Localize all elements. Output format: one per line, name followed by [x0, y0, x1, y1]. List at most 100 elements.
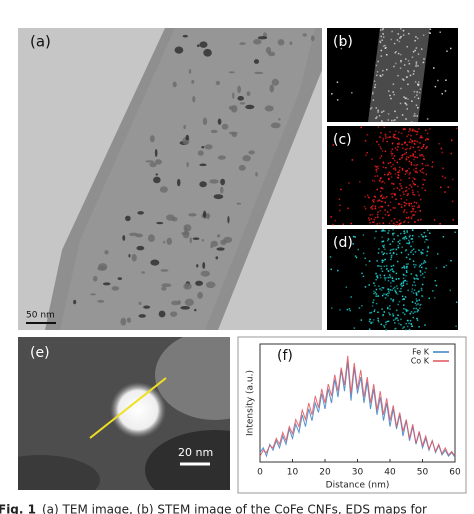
map-dot — [376, 116, 378, 118]
map-dot — [408, 235, 411, 238]
map-dot — [410, 217, 413, 220]
map-dot — [414, 221, 416, 223]
map-dot — [412, 146, 415, 149]
map-dot — [421, 295, 424, 298]
map-dot — [401, 155, 403, 157]
map-dot — [377, 143, 380, 146]
map-dot — [383, 324, 385, 327]
map-dot — [445, 264, 448, 267]
map-dot — [388, 292, 391, 294]
map-dot — [395, 50, 397, 53]
map-dot — [404, 97, 407, 100]
particle — [135, 233, 143, 238]
map-dot — [409, 172, 411, 174]
map-dot — [400, 203, 403, 206]
map-dot — [420, 303, 422, 306]
map-dot — [375, 166, 378, 168]
map-dot — [390, 256, 393, 259]
map-dot — [399, 37, 401, 39]
map-dot — [348, 182, 350, 184]
map-dot — [382, 69, 384, 72]
map-dot — [373, 282, 375, 284]
map-dot — [404, 58, 407, 60]
map-dot — [393, 133, 395, 135]
map-dot — [361, 272, 363, 275]
map-dot — [410, 186, 413, 188]
particle — [180, 305, 191, 310]
map-dot — [383, 265, 386, 268]
map-dot — [412, 182, 415, 185]
map-dot — [408, 241, 411, 244]
map-dot — [399, 239, 401, 242]
map-dot — [363, 205, 366, 208]
map-dot — [455, 325, 457, 328]
map-dot — [389, 209, 392, 211]
map-dot — [388, 178, 390, 180]
map-dot — [421, 273, 424, 275]
map-dot — [371, 305, 374, 307]
particle — [239, 42, 246, 46]
map-dot — [424, 324, 426, 326]
eds-map-co — [327, 229, 458, 330]
particle — [176, 178, 181, 187]
map-dot — [405, 270, 408, 272]
map-dot — [403, 153, 406, 155]
map-dot — [403, 142, 406, 144]
map-dot — [409, 129, 411, 131]
map-dot — [382, 28, 384, 30]
tem-image — [18, 28, 322, 330]
particle — [128, 253, 131, 258]
particle — [202, 210, 207, 218]
map-dot — [400, 132, 403, 135]
particle — [201, 146, 205, 149]
map-dot — [420, 274, 422, 277]
map-dot — [409, 147, 411, 150]
map-dot — [417, 83, 419, 85]
map-dot — [338, 198, 341, 201]
map-dot — [409, 184, 411, 186]
map-dot — [444, 191, 446, 193]
map-dot — [417, 106, 419, 109]
map-dot — [416, 133, 418, 136]
map-dot — [402, 78, 405, 81]
map-dot — [376, 223, 378, 225]
map-dot — [381, 308, 383, 310]
map-dot — [402, 29, 405, 32]
map-dot — [412, 210, 414, 212]
map-dot — [405, 310, 408, 313]
map-dot — [410, 245, 412, 248]
map-dot — [387, 204, 390, 207]
caption-text: (a) TEM image, (b) STEM image of the CoF… — [42, 503, 427, 514]
map-dot — [377, 165, 379, 168]
map-dot — [365, 154, 367, 157]
map-dot — [398, 169, 401, 172]
map-dot — [380, 194, 383, 197]
map-dot — [390, 220, 393, 222]
map-dot — [422, 178, 424, 181]
scale-bar-label: 50 nm — [26, 311, 55, 321]
map-dot — [388, 214, 390, 216]
map-dot — [394, 110, 396, 113]
map-dot — [405, 170, 407, 173]
map-dot — [340, 47, 343, 50]
map-dot — [393, 65, 395, 68]
map-dot — [398, 131, 400, 134]
map-dot — [405, 217, 408, 219]
map-dot — [403, 265, 405, 267]
map-dot — [390, 254, 393, 257]
map-dot — [442, 167, 444, 170]
map-dot — [401, 169, 404, 171]
map-dot — [394, 119, 396, 121]
map-dot — [384, 201, 386, 204]
map-dot — [416, 156, 419, 159]
map-dot — [387, 320, 390, 322]
map-dot — [397, 244, 400, 247]
map-dot — [376, 141, 378, 143]
particle — [197, 291, 203, 299]
map-dot — [414, 251, 417, 253]
map-dot — [380, 205, 382, 208]
particle — [145, 160, 154, 163]
map-dot — [414, 211, 417, 213]
map-dot — [389, 289, 392, 291]
map-dot — [408, 62, 411, 65]
